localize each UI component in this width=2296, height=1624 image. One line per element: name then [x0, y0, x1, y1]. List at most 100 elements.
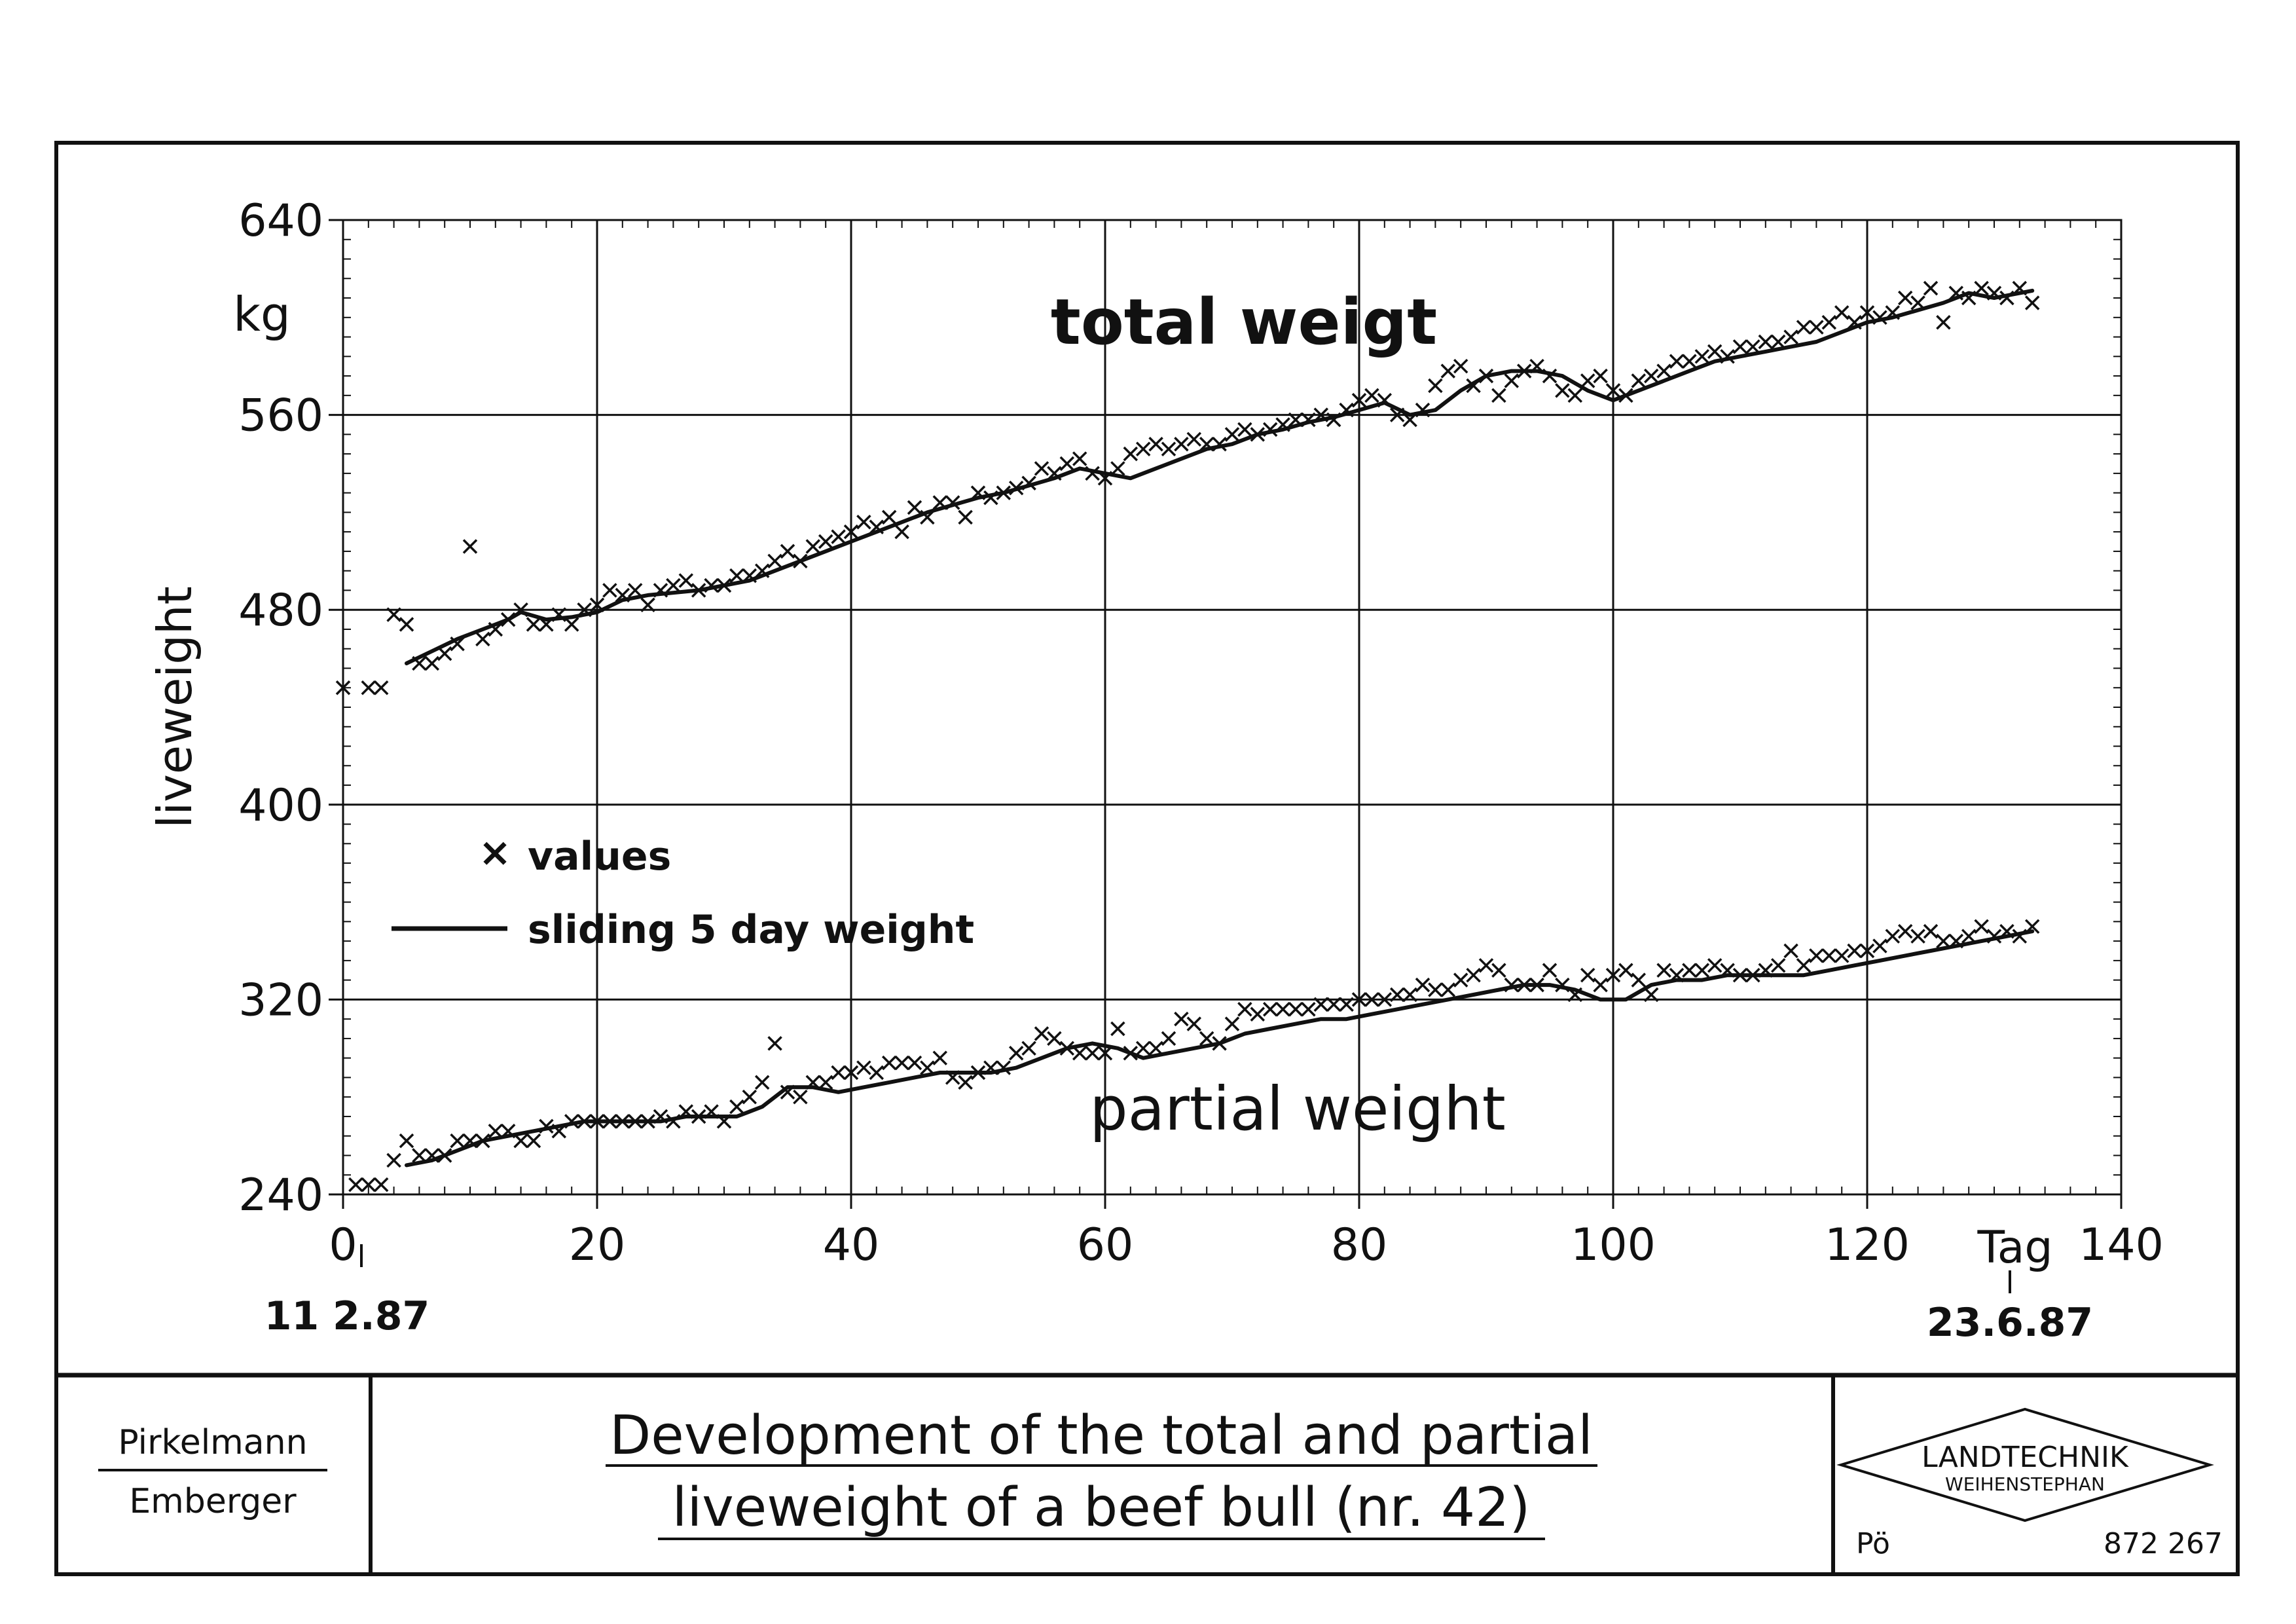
end-date-label: 23.6.87 [1927, 1300, 2093, 1346]
data-point-stroke [1250, 427, 1266, 442]
outer-frame [54, 141, 2240, 1576]
data-point-stroke [793, 553, 808, 569]
data-point-stroke [691, 1109, 706, 1124]
data-point [1491, 388, 1506, 403]
data-point [450, 1133, 465, 1149]
data-point-stroke [1605, 967, 1621, 983]
data-point-stroke [1999, 290, 2014, 306]
data-point-stroke [1821, 315, 1837, 330]
data-point [488, 1124, 503, 1139]
data-point [767, 1036, 782, 1051]
data-point-stroke [1377, 393, 1393, 408]
data-point-stroke [1224, 427, 1240, 442]
data-point [1478, 368, 1494, 384]
data-point [437, 1148, 452, 1163]
data-point-stroke [1453, 358, 1468, 374]
data-point [1008, 480, 1024, 496]
series-line-0 [405, 288, 2035, 665]
data-point-stroke [1097, 1046, 1113, 1061]
data-point-stroke [881, 1055, 897, 1071]
data-point [462, 1133, 478, 1149]
data-point [1897, 924, 1913, 939]
data-point [767, 553, 782, 569]
data-point-stroke [1897, 924, 1913, 939]
data-point [1986, 929, 2002, 944]
data-point [1415, 402, 1430, 418]
data-point-stroke [1008, 480, 1024, 496]
data-point-stroke [1364, 992, 1379, 1007]
data-point-stroke [869, 1065, 884, 1080]
data-point-stroke [1618, 388, 1633, 403]
data-point-stroke [1466, 378, 1481, 394]
data-point-stroke [805, 539, 821, 554]
data-point-stroke [627, 583, 643, 598]
data-point [653, 583, 668, 598]
data-point [843, 1065, 859, 1080]
data-point-stroke [1453, 972, 1468, 987]
data-point-stroke [666, 1114, 681, 1129]
data-point [1097, 1046, 1113, 1061]
data-point-stroke [932, 495, 948, 510]
data-point [1783, 943, 1798, 959]
data-point-stroke [640, 1114, 655, 1129]
data-point-stroke [920, 509, 935, 525]
data-point [1428, 378, 1443, 394]
data-point-stroke [1643, 368, 1659, 384]
data-point [1694, 963, 1710, 978]
x-tick-label: 100 [1571, 1219, 1656, 1271]
data-point-stroke [678, 573, 694, 588]
data-point [1440, 982, 1456, 997]
data-point [1466, 378, 1481, 394]
data-point [564, 617, 579, 632]
annotation-total-weight: total weigt [1051, 286, 1437, 359]
data-point-stroke [716, 578, 732, 593]
data-point [1021, 1041, 1036, 1056]
data-point [1224, 1016, 1240, 1031]
data-point [1250, 427, 1266, 442]
data-point-stroke [1288, 412, 1303, 428]
data-point [1529, 977, 1544, 993]
data-point [386, 1153, 401, 1168]
data-point-stroke [754, 1075, 770, 1090]
data-point-stroke [1910, 295, 1925, 310]
data-point-stroke [2024, 919, 2040, 934]
data-point [1936, 933, 1951, 949]
data-point-stroke [1707, 344, 1722, 360]
data-point [1262, 1002, 1278, 1017]
data-point-stroke [1059, 1041, 1075, 1056]
data-point [1377, 992, 1393, 1007]
data-point [1199, 437, 1214, 452]
data-point-stroke [1885, 305, 1901, 320]
data-point [1580, 373, 1595, 388]
data-point-stroke [1186, 432, 1202, 447]
data-point [1237, 1002, 1252, 1017]
data-point-stroke [1389, 987, 1405, 1003]
data-point [1301, 412, 1316, 428]
data-point [920, 509, 935, 525]
minor-ticks [343, 220, 2121, 1194]
data-point [818, 534, 833, 549]
x-tick-label: 60 [1077, 1219, 1134, 1271]
data-point [1961, 929, 1977, 944]
data-point-stroke [1288, 1002, 1303, 1017]
data-point-stroke [958, 509, 973, 525]
data-point [488, 621, 503, 637]
data-point [462, 539, 478, 554]
data-point [704, 1104, 719, 1119]
data-point [589, 1114, 605, 1129]
data-point-stroke [1567, 388, 1583, 403]
legend-values-label: values [528, 834, 671, 879]
legend-marker-values: × [479, 830, 511, 876]
data-point [716, 1114, 732, 1129]
data-point-stroke [1262, 422, 1278, 437]
data-point [1161, 1031, 1176, 1046]
data-point-stroke [1770, 958, 1786, 973]
data-point-stroke [653, 583, 668, 598]
data-point [1262, 422, 1278, 437]
data-point [1351, 393, 1367, 408]
data-point-stroke [1720, 963, 1735, 978]
data-point-stroke [678, 1104, 694, 1119]
data-point [666, 578, 681, 593]
data-point-stroke [1428, 982, 1443, 997]
data-point [1021, 475, 1036, 490]
